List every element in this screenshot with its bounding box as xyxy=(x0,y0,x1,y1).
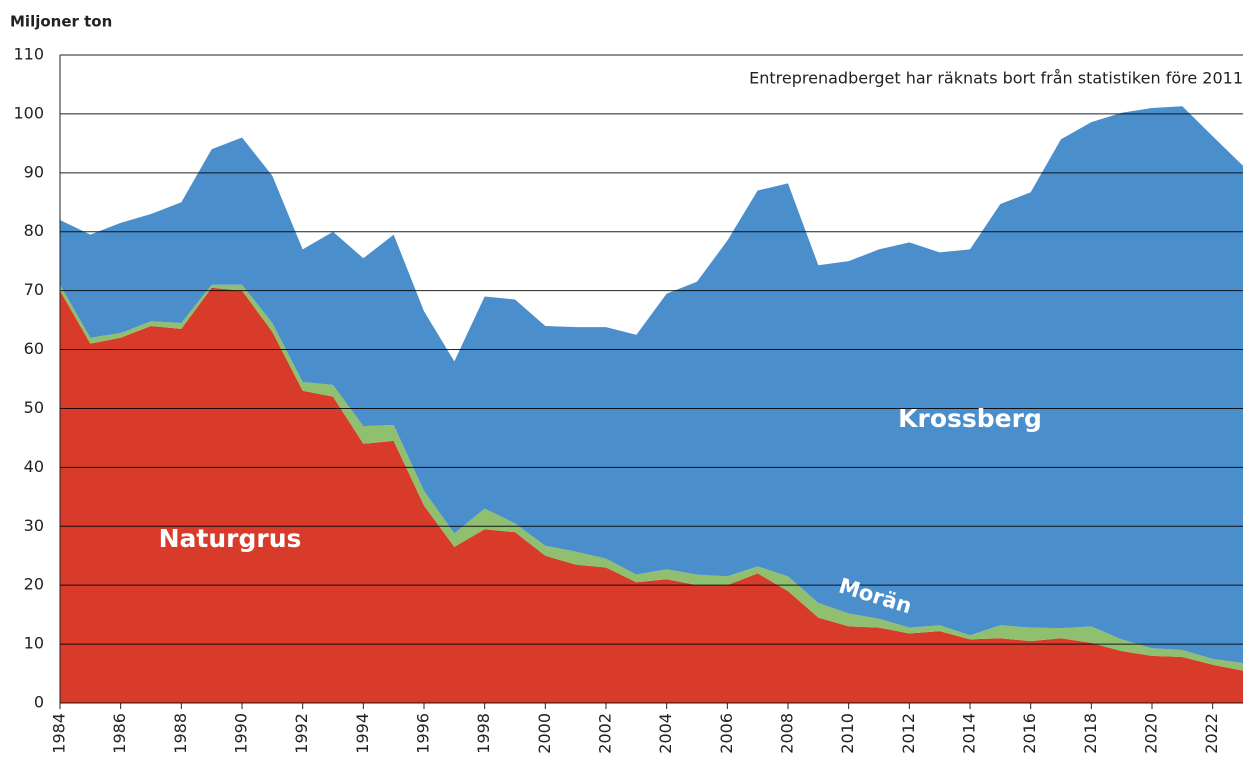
x-tick-label: 1984 xyxy=(50,713,69,754)
x-tick-label: 2012 xyxy=(899,713,918,754)
x-tick-label: 1986 xyxy=(110,713,129,754)
y-tick-label: 90 xyxy=(24,162,44,181)
y-tick-label: 0 xyxy=(34,693,44,712)
x-tick-label: 2014 xyxy=(960,713,979,754)
x-tick-label: 2000 xyxy=(535,713,554,754)
y-tick-label: 40 xyxy=(24,457,44,476)
annotation: Entreprenadberget har räknats bort från … xyxy=(749,69,1243,88)
x-tick-label: 1998 xyxy=(474,713,493,754)
series-label: Krossberg xyxy=(898,404,1042,433)
x-tick-label: 2008 xyxy=(778,713,797,754)
y-tick-label: 110 xyxy=(13,45,44,64)
x-tick-label: 2004 xyxy=(656,713,675,754)
y-tick-label: 20 xyxy=(24,575,44,594)
y-tick-label: 80 xyxy=(24,221,44,240)
series-label: Naturgrus xyxy=(159,524,302,553)
x-tick-label: 1990 xyxy=(232,713,251,754)
areas xyxy=(60,106,1243,703)
y-axis-label: Miljoner ton xyxy=(10,13,112,31)
y-tick-label: 10 xyxy=(24,634,44,653)
x-tick-label: 2016 xyxy=(1020,713,1039,754)
x-tick-label: 2002 xyxy=(596,713,615,754)
x-tick-label: 1988 xyxy=(171,713,190,754)
y-tick-label: 50 xyxy=(24,398,44,417)
y-tick-label: 60 xyxy=(24,339,44,358)
area xyxy=(60,287,1243,703)
x-tick-label: 2020 xyxy=(1142,713,1161,754)
x-tick-label: 1996 xyxy=(414,713,433,754)
x-tick-label: 2018 xyxy=(1081,713,1100,754)
area xyxy=(60,284,1243,671)
x-tick-label: 2010 xyxy=(838,713,857,754)
y-tick-label: 70 xyxy=(24,280,44,299)
x-tick-label: 1992 xyxy=(292,713,311,754)
y-tick-label: 100 xyxy=(13,103,44,122)
y-tick-label: 30 xyxy=(24,516,44,535)
x-tick-label: 1994 xyxy=(353,713,372,754)
x-tick-label: 2006 xyxy=(717,713,736,754)
x-tick-label: 2022 xyxy=(1202,713,1221,754)
area xyxy=(60,106,1243,663)
